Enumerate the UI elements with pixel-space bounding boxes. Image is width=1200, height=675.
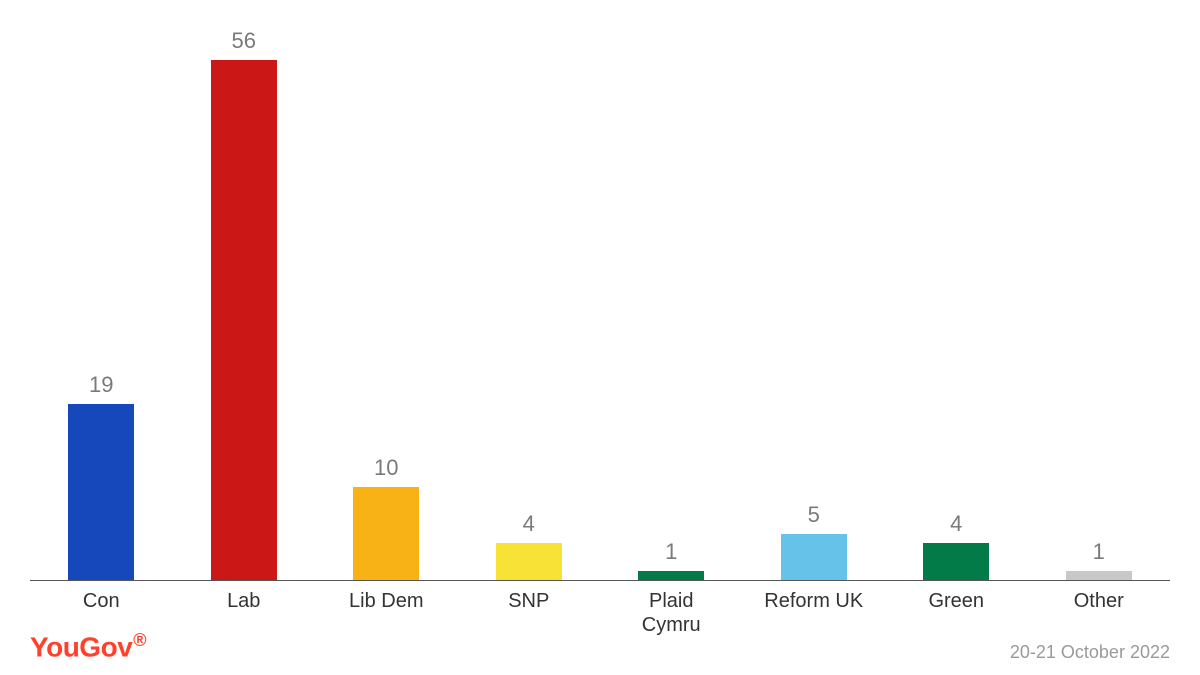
bar-value-label: 19	[89, 372, 113, 398]
yougov-logo: YouGov®	[30, 630, 146, 663]
bar	[211, 60, 277, 580]
x-axis-baseline	[30, 580, 1170, 581]
bar-value-label: 10	[374, 455, 398, 481]
bar-slot: 19	[30, 20, 173, 580]
logo-text: YouGov	[30, 631, 132, 662]
bar-row: 19 56 10 4 1 5 4 1	[30, 20, 1170, 580]
bar-slot: 5	[743, 20, 886, 580]
bar-slot: 4	[885, 20, 1028, 580]
bar	[638, 571, 704, 580]
bar-value-label: 56	[232, 28, 256, 54]
bar	[353, 487, 419, 580]
bar	[68, 404, 134, 580]
bar-slot: 4	[458, 20, 601, 580]
bar-slot: 10	[315, 20, 458, 580]
bar	[496, 543, 562, 580]
bar-value-label: 4	[950, 511, 962, 537]
chart-stage: 19561041541 ConLabLib DemSNPPlaidCymruRe…	[0, 0, 1200, 675]
bar-value-label: 1	[665, 539, 677, 565]
bar-value-label: 4	[523, 511, 535, 537]
bar-slot: 1	[1028, 20, 1171, 580]
bar	[781, 534, 847, 580]
bar-slot: 56	[173, 20, 316, 580]
bar-value-label: 5	[808, 502, 820, 528]
survey-date: 20-21 October 2022	[1010, 642, 1170, 663]
bar	[923, 543, 989, 580]
chart-footer: YouGov® 20-21 October 2022	[30, 630, 1170, 663]
bar-slot: 1	[600, 20, 743, 580]
chart-area: 19 56 10 4 1 5 4 1	[30, 20, 1170, 580]
logo-dot-icon: ®	[133, 630, 146, 650]
bar-value-label: 1	[1093, 539, 1105, 565]
bar	[1066, 571, 1132, 580]
